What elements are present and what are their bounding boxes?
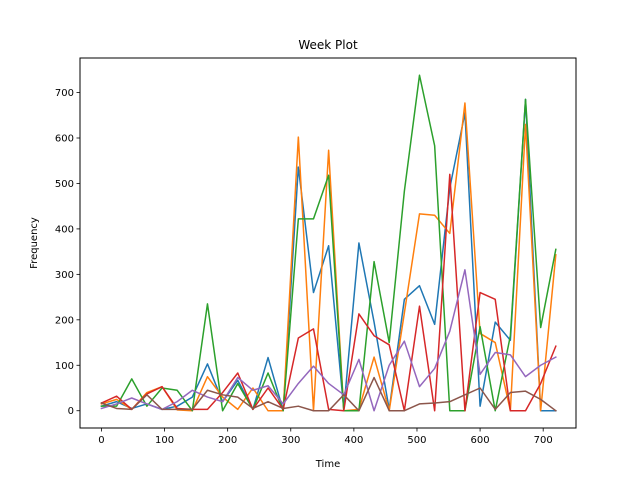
x-tick-label: 100 bbox=[155, 435, 174, 446]
series-line-5 bbox=[100, 269, 557, 412]
y-tick-label: 400 bbox=[55, 224, 74, 235]
y-axis-ticks: 0 100 200 300 400 500 600 700 bbox=[55, 88, 80, 417]
chart-title: Week Plot bbox=[298, 38, 358, 52]
y-tick-label: 600 bbox=[55, 134, 74, 145]
series-line-6 bbox=[100, 376, 557, 412]
x-tick-label: 400 bbox=[344, 435, 363, 446]
x-tick-label: 600 bbox=[471, 435, 490, 446]
y-tick-label: 300 bbox=[55, 270, 74, 281]
x-tick-label: 300 bbox=[281, 435, 300, 446]
x-tick-label: 200 bbox=[218, 435, 237, 446]
x-tick-label: 500 bbox=[407, 435, 426, 446]
y-tick-label: 0 bbox=[68, 406, 74, 417]
x-axis-ticks: 0 100 200 300 400 500 600 700 bbox=[98, 428, 553, 446]
series-line-4 bbox=[100, 173, 557, 412]
series-layer bbox=[100, 74, 557, 412]
plot-frame bbox=[79, 57, 577, 429]
y-tick-label: 100 bbox=[55, 361, 74, 372]
y-tick-label: 700 bbox=[55, 88, 74, 99]
x-tick-label: 0 bbox=[98, 435, 104, 446]
series-line-1 bbox=[100, 98, 557, 412]
y-tick-label: 200 bbox=[55, 315, 74, 326]
x-axis-label: Time bbox=[315, 459, 340, 470]
x-tick-label: 700 bbox=[534, 435, 553, 446]
y-tick-label: 500 bbox=[55, 179, 74, 190]
y-axis-label: Frequency bbox=[29, 217, 40, 269]
series-line-3 bbox=[100, 74, 557, 412]
